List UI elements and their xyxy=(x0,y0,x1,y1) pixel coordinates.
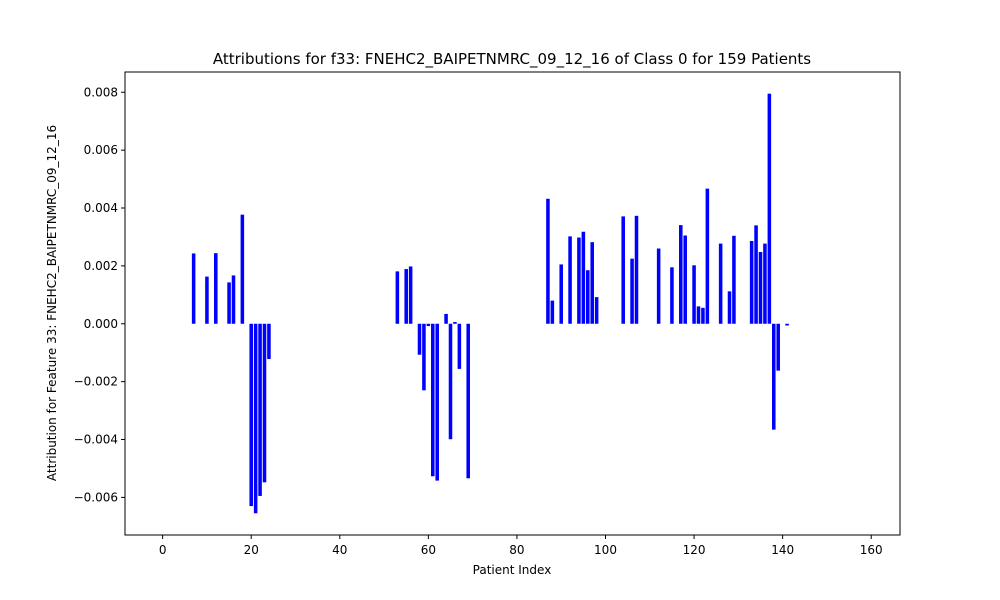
bar xyxy=(621,216,625,324)
y-tick-label: −0.002 xyxy=(74,375,118,389)
bar xyxy=(696,306,701,324)
x-tick-label: 80 xyxy=(509,543,524,557)
x-tick-label: 40 xyxy=(332,543,347,557)
bar xyxy=(249,323,253,507)
bar xyxy=(763,243,767,324)
bar xyxy=(767,93,772,324)
bar xyxy=(191,253,196,324)
bar xyxy=(683,235,687,324)
bar xyxy=(466,323,470,479)
chart-title: Attributions for f33: FNEHC2_BAIPETNMRC_… xyxy=(213,50,811,69)
bar xyxy=(453,322,457,324)
x-tick-label: 160 xyxy=(860,543,883,557)
bar xyxy=(568,236,572,324)
bar xyxy=(577,237,581,324)
bar xyxy=(231,275,236,324)
y-tick-label: −0.006 xyxy=(74,490,118,504)
bar xyxy=(758,251,763,324)
bar xyxy=(754,225,758,324)
x-tick-label: 0 xyxy=(159,543,167,557)
bar xyxy=(227,282,231,324)
bar xyxy=(630,258,634,324)
y-axis-title: Attribution for Feature 33: FNEHC2_BAIPE… xyxy=(45,125,59,481)
bar xyxy=(581,231,586,324)
bars-group xyxy=(191,93,789,514)
x-tick-label: 20 xyxy=(244,543,259,557)
y-axis: −0.006 −0.004 −0.002 0.000 0.002 0.004 0.006 0.… xyxy=(74,85,125,504)
y-tick-label: −0.004 xyxy=(74,433,118,447)
x-tick-label: 60 xyxy=(421,543,436,557)
bar xyxy=(785,323,789,326)
bar xyxy=(205,276,209,324)
bar xyxy=(431,323,435,477)
bar xyxy=(732,235,736,324)
bar xyxy=(701,307,705,324)
y-tick-label: 0.008 xyxy=(84,85,118,99)
bar xyxy=(404,269,408,324)
bar xyxy=(253,323,258,514)
bar xyxy=(772,323,776,430)
bar xyxy=(590,242,594,324)
bar xyxy=(550,300,555,324)
bar xyxy=(258,323,262,496)
bar xyxy=(422,323,426,391)
y-tick-label: 0.006 xyxy=(84,143,118,157)
y-tick-label: 0.002 xyxy=(84,259,118,273)
x-axis: 0 20 40 60 80 100 120 140 160 xyxy=(159,535,883,557)
bar xyxy=(679,225,683,324)
bar xyxy=(559,264,563,324)
bar xyxy=(267,323,271,360)
bar xyxy=(594,297,599,324)
x-tick-label: 100 xyxy=(594,543,617,557)
bar xyxy=(214,253,218,324)
bar xyxy=(656,248,661,324)
y-tick-label: 0.000 xyxy=(84,317,118,331)
x-tick-label: 140 xyxy=(771,543,794,557)
bar xyxy=(408,266,413,324)
x-axis-title: Patient Index xyxy=(473,563,552,577)
bar xyxy=(546,198,550,324)
bar xyxy=(444,313,448,324)
bar xyxy=(417,323,422,355)
bar xyxy=(692,265,696,324)
bar xyxy=(426,323,431,327)
bar xyxy=(776,323,780,371)
x-tick-label: 120 xyxy=(683,543,706,557)
bar xyxy=(705,188,710,324)
bar xyxy=(448,323,453,440)
bar xyxy=(718,243,723,324)
bar xyxy=(634,215,639,324)
bar xyxy=(586,270,590,324)
bar xyxy=(262,323,267,483)
bar xyxy=(457,323,462,369)
plot-frame xyxy=(124,71,901,536)
bar xyxy=(670,267,674,324)
bar xyxy=(240,214,245,324)
bar xyxy=(395,271,400,324)
bar xyxy=(435,323,439,481)
bar xyxy=(749,241,754,324)
y-tick-label: 0.004 xyxy=(84,201,118,215)
bar xyxy=(727,291,732,324)
